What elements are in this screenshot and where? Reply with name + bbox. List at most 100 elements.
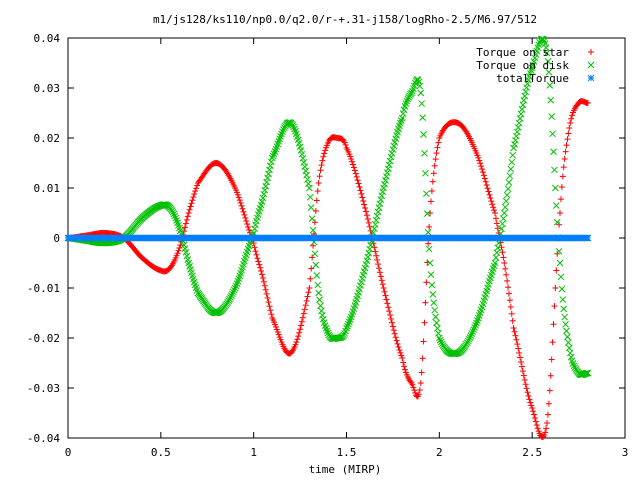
data-point — [306, 193, 314, 201]
data-point — [309, 254, 316, 261]
data-point — [518, 363, 525, 370]
data-point — [567, 119, 574, 126]
data-point — [189, 197, 196, 204]
data-point — [187, 203, 194, 210]
data-point — [513, 128, 521, 136]
data-point — [341, 330, 348, 337]
data-point — [305, 180, 312, 188]
data-point — [429, 291, 437, 298]
data-point — [365, 249, 373, 257]
data-point — [415, 391, 422, 398]
data-point — [425, 245, 433, 253]
data-point — [257, 264, 264, 271]
data-point — [363, 212, 370, 219]
data-point — [531, 411, 538, 418]
data-point — [505, 284, 512, 291]
data-point — [467, 332, 475, 339]
data-point — [254, 255, 261, 262]
data-point — [260, 190, 268, 198]
data-point — [360, 197, 367, 204]
data-point — [269, 152, 277, 160]
data-point — [513, 336, 520, 343]
data-point — [508, 310, 515, 317]
data-point — [223, 169, 230, 176]
data-point — [352, 170, 359, 177]
data-point — [256, 261, 263, 268]
data-point — [266, 303, 273, 310]
data-point — [417, 89, 425, 97]
data-point — [259, 275, 266, 281]
data-point — [304, 293, 311, 300]
data-point — [274, 329, 281, 336]
data-point — [422, 169, 429, 177]
data-point — [383, 173, 390, 180]
data-point — [507, 303, 514, 310]
data-point — [489, 201, 496, 208]
data-point — [371, 221, 379, 228]
data-point — [308, 265, 315, 272]
data-point — [549, 130, 556, 138]
data-point — [232, 282, 240, 290]
data-point — [174, 250, 181, 257]
data-point — [530, 408, 537, 415]
legend-label: Torque on star — [476, 46, 569, 59]
data-point — [552, 184, 559, 192]
data-point — [503, 271, 510, 278]
data-point — [379, 188, 387, 196]
data-point — [521, 376, 528, 383]
data-point — [194, 182, 201, 189]
data-point — [527, 399, 534, 406]
data-point — [278, 130, 285, 138]
data-point — [404, 95, 412, 103]
data-point — [549, 339, 556, 346]
data-point — [524, 389, 531, 396]
data-point — [268, 154, 276, 162]
data-point — [422, 190, 430, 198]
data-point — [420, 338, 427, 345]
y-tick-label: -0.01 — [27, 282, 60, 295]
data-point — [515, 345, 522, 352]
data-point — [384, 300, 391, 307]
data-point — [501, 203, 509, 211]
data-point — [471, 324, 478, 331]
data-point — [375, 204, 383, 212]
data-point — [547, 96, 555, 104]
data-point — [558, 184, 565, 191]
data-point — [558, 285, 566, 293]
data-point — [375, 265, 382, 272]
data-point — [181, 224, 188, 231]
data-point — [275, 331, 282, 338]
data-point — [386, 308, 393, 315]
data-point — [316, 173, 323, 180]
data-point — [430, 299, 438, 307]
data-point — [548, 356, 555, 363]
data-point — [372, 248, 379, 255]
data-point — [529, 405, 536, 411]
data-point — [421, 149, 428, 157]
data-point — [508, 158, 516, 166]
data-point — [361, 201, 368, 208]
data-point — [262, 182, 270, 190]
data-point — [308, 215, 316, 222]
data-point — [303, 171, 310, 179]
data-point — [227, 294, 234, 301]
x-tick-label: 1.5 — [337, 446, 357, 459]
data-point — [557, 196, 564, 203]
data-point — [379, 281, 386, 288]
data-point — [434, 144, 441, 151]
data-point — [494, 225, 501, 232]
data-point — [546, 82, 554, 89]
data-point — [300, 310, 307, 317]
data-point — [267, 162, 274, 170]
data-point — [298, 150, 306, 158]
data-point — [343, 324, 350, 332]
data-point — [170, 210, 178, 218]
data-point — [514, 341, 521, 348]
data-point — [383, 296, 390, 303]
data-point — [470, 326, 478, 333]
data-point — [397, 349, 404, 356]
data-point — [387, 312, 394, 319]
data-point — [507, 165, 515, 173]
data-point — [306, 184, 313, 192]
data-point — [418, 100, 426, 107]
